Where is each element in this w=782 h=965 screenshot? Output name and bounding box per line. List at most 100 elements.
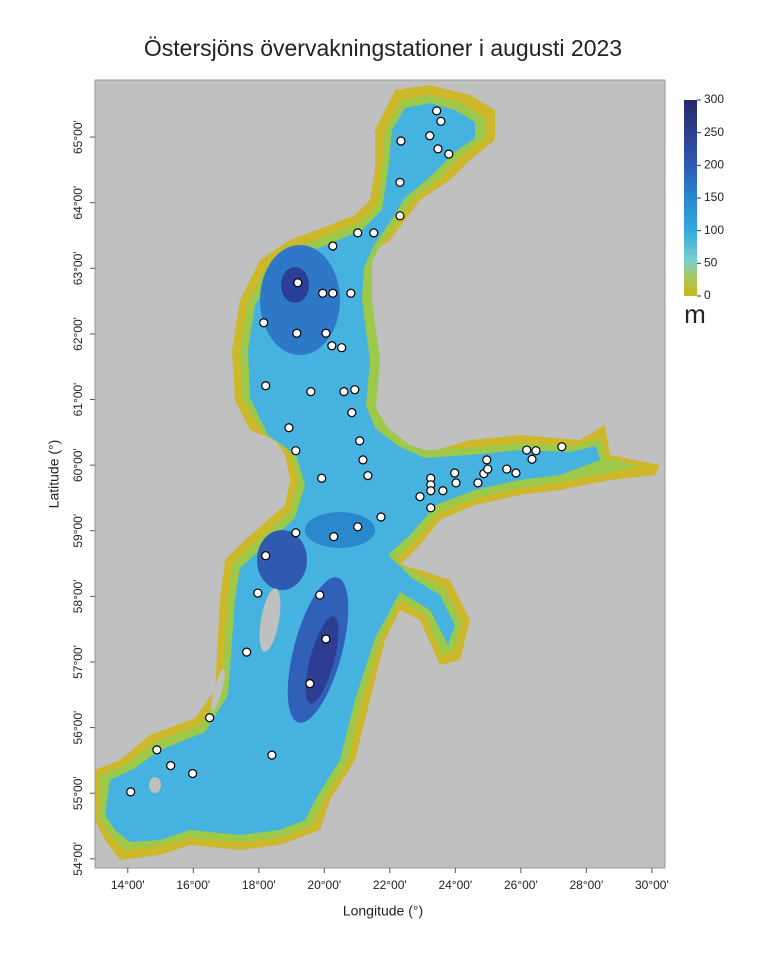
station (451, 478, 461, 488)
station (350, 385, 360, 395)
station (395, 211, 405, 221)
station (126, 787, 136, 797)
station (284, 423, 294, 433)
station (432, 106, 442, 116)
station (396, 136, 406, 146)
colorbar-tick-label: 0 (704, 288, 711, 302)
station (339, 387, 349, 397)
station (315, 590, 325, 600)
y-tick-label: 60°00' (71, 448, 85, 482)
x-tick-label: 18°00' (242, 878, 276, 892)
station (329, 532, 339, 542)
station (531, 446, 541, 456)
colorbar-tick-label: 150 (704, 190, 724, 204)
station (436, 116, 446, 126)
colorbar-tick-label: 300 (704, 92, 724, 106)
colorbar-tick-label: 250 (704, 125, 724, 139)
station (353, 522, 363, 532)
station (522, 445, 532, 455)
x-tick-label: 16°00' (176, 878, 210, 892)
x-tick-label: 30°00' (635, 878, 669, 892)
y-tick-label: 55°00' (71, 776, 85, 810)
station (291, 528, 301, 538)
x-tick-label: 28°00' (569, 878, 603, 892)
plot-frame (94, 79, 666, 869)
station (353, 228, 363, 238)
station (328, 241, 338, 251)
station (426, 486, 436, 496)
island (149, 777, 161, 793)
station (426, 503, 436, 513)
station (346, 288, 356, 298)
station (511, 468, 521, 478)
station (261, 381, 271, 391)
station (317, 473, 327, 483)
station (483, 464, 493, 474)
station (337, 343, 347, 353)
station (321, 634, 331, 644)
station (438, 486, 448, 496)
station (259, 318, 269, 328)
map-title: Östersjöns övervakningstationer i august… (144, 35, 622, 61)
colorbar-unit: m (684, 299, 706, 329)
station (369, 228, 379, 238)
station (482, 455, 492, 465)
y-tick-label: 63°00' (71, 251, 85, 285)
y-tick-label: 58°00' (71, 579, 85, 613)
island (211, 668, 225, 712)
station (363, 471, 373, 481)
station (444, 149, 454, 159)
x-tick-label: 22°00' (373, 878, 407, 892)
station (415, 492, 425, 502)
y-tick-label: 65°00' (71, 120, 85, 154)
colorbar-tick-label: 50 (704, 256, 718, 270)
x-tick-label: 24°00' (438, 878, 472, 892)
station (425, 131, 435, 141)
deep-basin (305, 512, 375, 548)
station (502, 464, 512, 474)
station (267, 750, 277, 760)
station (433, 144, 443, 154)
station (293, 278, 303, 288)
station (152, 745, 162, 755)
station (306, 387, 316, 397)
x-tick-label: 20°00' (307, 878, 341, 892)
station (450, 468, 460, 478)
station (527, 454, 537, 464)
station (188, 768, 198, 779)
colorbar-tick-label: 100 (704, 223, 724, 237)
station (347, 408, 357, 418)
station (355, 436, 365, 446)
sea (105, 103, 600, 842)
station (358, 455, 368, 465)
y-tick-label: 61°00' (71, 383, 85, 417)
y-tick-label: 62°00' (71, 317, 85, 351)
island (259, 588, 281, 652)
x-tick-label: 26°00' (504, 878, 538, 892)
station (557, 442, 567, 452)
station (292, 328, 302, 338)
station (305, 679, 315, 689)
y-tick-label: 54°00' (71, 842, 85, 876)
y-tick-label: 64°00' (71, 186, 85, 220)
station (205, 713, 215, 723)
station (327, 341, 337, 351)
y-axis-label: Latitude (°) (46, 440, 62, 509)
station (291, 446, 301, 456)
station (328, 288, 338, 298)
y-tick-label: 56°00' (71, 711, 85, 745)
station (166, 761, 176, 771)
station (261, 551, 271, 561)
station (473, 478, 483, 488)
station (242, 647, 252, 657)
station (395, 177, 405, 187)
colorbar (684, 100, 697, 296)
station (376, 512, 386, 522)
colorbar-tick-label: 200 (704, 158, 724, 172)
station (321, 328, 331, 338)
station (318, 288, 328, 298)
y-tick-label: 59°00' (71, 514, 85, 548)
y-tick-label: 57°00' (71, 645, 85, 679)
